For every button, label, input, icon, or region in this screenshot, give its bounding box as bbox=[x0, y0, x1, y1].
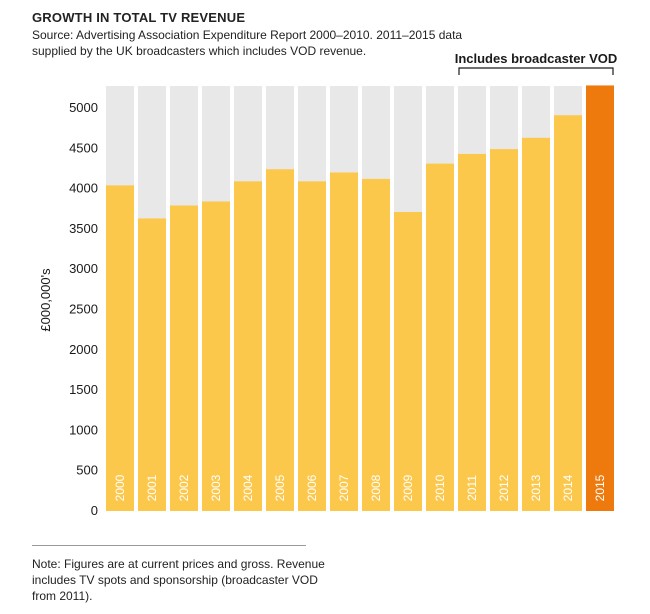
bar bbox=[330, 172, 358, 512]
note-divider bbox=[32, 545, 306, 546]
y-tick-label: 1000 bbox=[69, 422, 98, 437]
y-tick-label: 2500 bbox=[69, 302, 98, 317]
y-tick-label: 3500 bbox=[69, 221, 98, 236]
bar bbox=[170, 205, 198, 511]
bar bbox=[234, 181, 262, 511]
x-tick-label: 2014 bbox=[561, 474, 575, 501]
bar-chart: 0 500 1000 1500 2000 2500 3000 3500 4000 4500 5000… bbox=[38, 51, 618, 518]
x-tick-label: 2001 bbox=[145, 474, 159, 501]
y-tick-label: 4500 bbox=[69, 140, 98, 155]
y-tick-label: 5000 bbox=[69, 100, 98, 115]
bar bbox=[586, 85, 614, 511]
bar bbox=[106, 185, 134, 511]
x-tick-label: 2006 bbox=[305, 474, 319, 501]
y-tick-label: 2000 bbox=[69, 342, 98, 357]
x-tick-label: 2015 bbox=[593, 474, 607, 501]
bar bbox=[554, 115, 582, 511]
x-tick-label: 2002 bbox=[177, 474, 191, 501]
y-tick-label: 4000 bbox=[69, 181, 98, 196]
x-tick-label: 2000 bbox=[113, 474, 127, 501]
bar bbox=[298, 181, 326, 511]
bar bbox=[522, 137, 550, 511]
vod-bracket bbox=[458, 67, 614, 75]
x-tick-label: 2003 bbox=[209, 474, 223, 501]
x-tick-label: 2012 bbox=[497, 474, 511, 501]
x-tick-label: 2005 bbox=[273, 474, 287, 501]
x-tick-label: 2007 bbox=[337, 474, 351, 501]
x-tick-label: 2010 bbox=[433, 474, 447, 501]
bar bbox=[394, 211, 422, 511]
x-tick-label: 2013 bbox=[529, 474, 543, 501]
chart-subtitle: Source: Advertising Association Expendit… bbox=[32, 28, 463, 58]
y-axis-label: £000,000's bbox=[38, 268, 53, 332]
x-tick-label: 2004 bbox=[241, 474, 255, 501]
chart-note: Note: Figures are at current prices and … bbox=[32, 557, 325, 603]
y-tick-label: 0 bbox=[91, 503, 98, 518]
x-tick-label: 2008 bbox=[369, 474, 383, 501]
bar bbox=[138, 218, 166, 511]
bar bbox=[458, 153, 486, 511]
bar bbox=[362, 178, 390, 512]
vod-bracket-label: Includes broadcaster VOD bbox=[455, 51, 618, 66]
bar bbox=[490, 149, 518, 511]
bar bbox=[266, 169, 294, 512]
y-tick-label: 3000 bbox=[69, 261, 98, 276]
chart-title: GROWTH IN TOTAL TV REVENUE bbox=[32, 10, 246, 25]
y-tick-label: 500 bbox=[76, 463, 98, 478]
y-tick-label: 1500 bbox=[69, 382, 98, 397]
x-tick-label: 2009 bbox=[401, 474, 415, 501]
x-tick-label: 2011 bbox=[465, 475, 479, 501]
bar bbox=[202, 201, 230, 511]
bar bbox=[426, 163, 454, 511]
